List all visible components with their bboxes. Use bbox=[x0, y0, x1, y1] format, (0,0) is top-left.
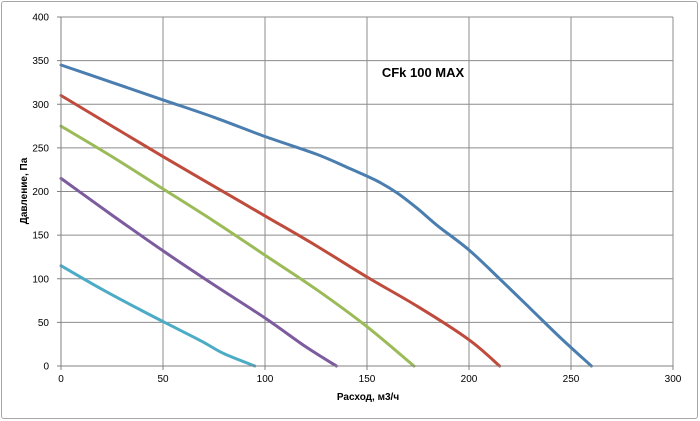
y-tick-label: 200 bbox=[32, 187, 49, 198]
grid bbox=[61, 16, 674, 366]
x-tick-label: 250 bbox=[563, 374, 580, 385]
x-axis-label: Расход, м3/ч bbox=[337, 392, 399, 403]
x-tick-label: 200 bbox=[461, 374, 478, 385]
y-axis-label: Давление, Па bbox=[19, 157, 30, 224]
chart-title: CFk 100 MAX bbox=[382, 65, 465, 80]
y-tick-label: 400 bbox=[32, 13, 49, 24]
series-line-5 bbox=[59, 264, 257, 368]
x-tick-labels: 0 50 100 150 200 250 300 bbox=[58, 374, 682, 385]
series-line-1 bbox=[59, 63, 593, 368]
series-group bbox=[59, 63, 593, 368]
series-line-4 bbox=[59, 176, 338, 368]
y-tick-labels: 0 50 100 150 200 250 300 350 400 bbox=[32, 13, 49, 373]
y-tick-label: 100 bbox=[32, 274, 49, 285]
x-tick-label: 150 bbox=[359, 374, 376, 385]
y-tick-label: 300 bbox=[32, 100, 49, 111]
x-tick-label: 300 bbox=[665, 374, 682, 385]
y-tick-label: 0 bbox=[43, 362, 49, 373]
y-tick-label: 150 bbox=[32, 231, 49, 242]
series-line-3 bbox=[59, 124, 416, 368]
axes bbox=[57, 16, 674, 370]
y-tick-label: 250 bbox=[32, 143, 49, 154]
x-tick-label: 0 bbox=[58, 374, 64, 385]
y-tick-label: 50 bbox=[38, 318, 50, 329]
y-tick-label: 350 bbox=[32, 56, 49, 67]
x-tick-label: 100 bbox=[257, 374, 274, 385]
series-line-2 bbox=[59, 94, 502, 368]
x-tick-label: 50 bbox=[157, 374, 169, 385]
